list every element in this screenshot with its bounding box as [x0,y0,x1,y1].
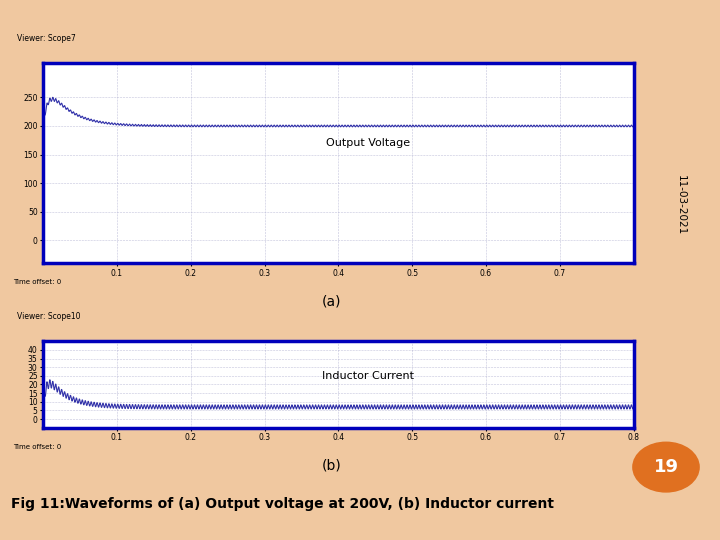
Text: Viewer: Scope7: Viewer: Scope7 [17,34,76,43]
Text: Inductor Current: Inductor Current [322,371,414,381]
Text: Time offset: 0: Time offset: 0 [13,279,61,285]
Text: (a): (a) [321,294,341,308]
Text: 19: 19 [654,458,678,476]
Text: Fig 11:Waveforms of (a) Output voltage at 200V, (b) Inductor current: Fig 11:Waveforms of (a) Output voltage a… [11,497,554,511]
Text: Viewer: Scope10: Viewer: Scope10 [17,312,81,321]
Circle shape [633,442,699,492]
Text: Time offset: 0: Time offset: 0 [13,444,61,450]
Text: 11-03-2021: 11-03-2021 [675,175,685,235]
Text: Output Voltage: Output Voltage [326,138,410,148]
Text: (b): (b) [321,459,341,473]
